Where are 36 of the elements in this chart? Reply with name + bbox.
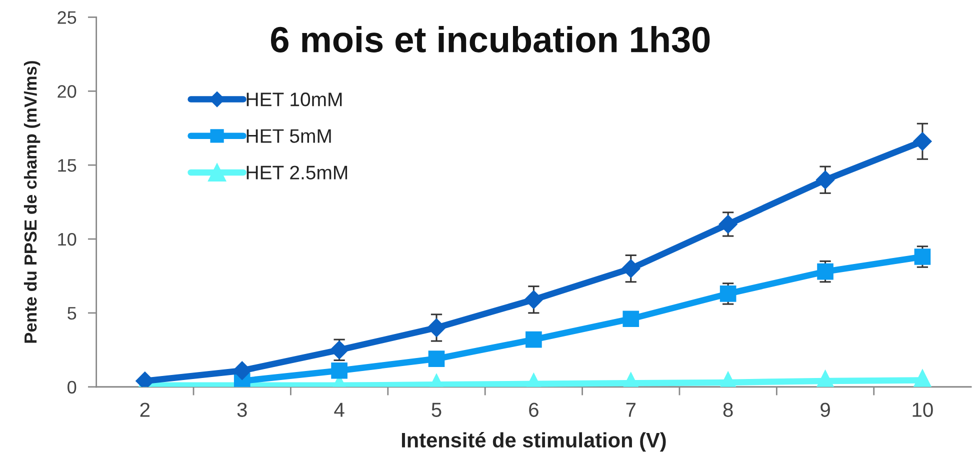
x-axis-title: Intensité de stimulation (V) — [402, 432, 666, 452]
y-tick-label: 15 — [58, 159, 76, 172]
y-tick-label: 10 — [58, 232, 76, 246]
point — [232, 361, 252, 380]
point — [330, 340, 349, 360]
x-tick-label: 7 — [626, 402, 636, 417]
y-tick-label: 0 — [68, 380, 76, 394]
legend-label: HET 2.5mM — [246, 166, 348, 180]
x-tick-label: 3 — [237, 402, 247, 417]
legend-label: HET 10mM — [246, 92, 342, 106]
x-tick-label: 2 — [140, 402, 150, 417]
x-tick-label: 5 — [432, 402, 442, 417]
point — [720, 286, 736, 302]
y-tick-label: 5 — [68, 307, 76, 320]
point — [817, 263, 834, 280]
point — [718, 214, 738, 234]
point — [913, 132, 932, 151]
point — [622, 259, 640, 278]
legend-label: HET 5mM — [246, 129, 331, 143]
point — [331, 362, 348, 379]
x-tick-label: 9 — [820, 402, 830, 417]
chart-title: 6 mois et incubation 1h30 — [271, 26, 710, 53]
point — [914, 248, 931, 265]
y-tick-label: 25 — [58, 11, 76, 24]
y-axis-title: Pente du PPSE de champ (mV/ms) — [24, 61, 40, 343]
point — [526, 331, 542, 348]
point — [622, 310, 640, 328]
point — [524, 290, 544, 309]
point — [816, 170, 835, 190]
x-tick-label: 6 — [529, 402, 538, 417]
x-tick-label: 10 — [912, 402, 933, 417]
point — [427, 318, 446, 338]
point — [428, 350, 445, 367]
x-tick-label: 8 — [723, 402, 733, 417]
x-tick-label: 4 — [334, 402, 344, 417]
y-tick-label: 20 — [58, 85, 76, 98]
